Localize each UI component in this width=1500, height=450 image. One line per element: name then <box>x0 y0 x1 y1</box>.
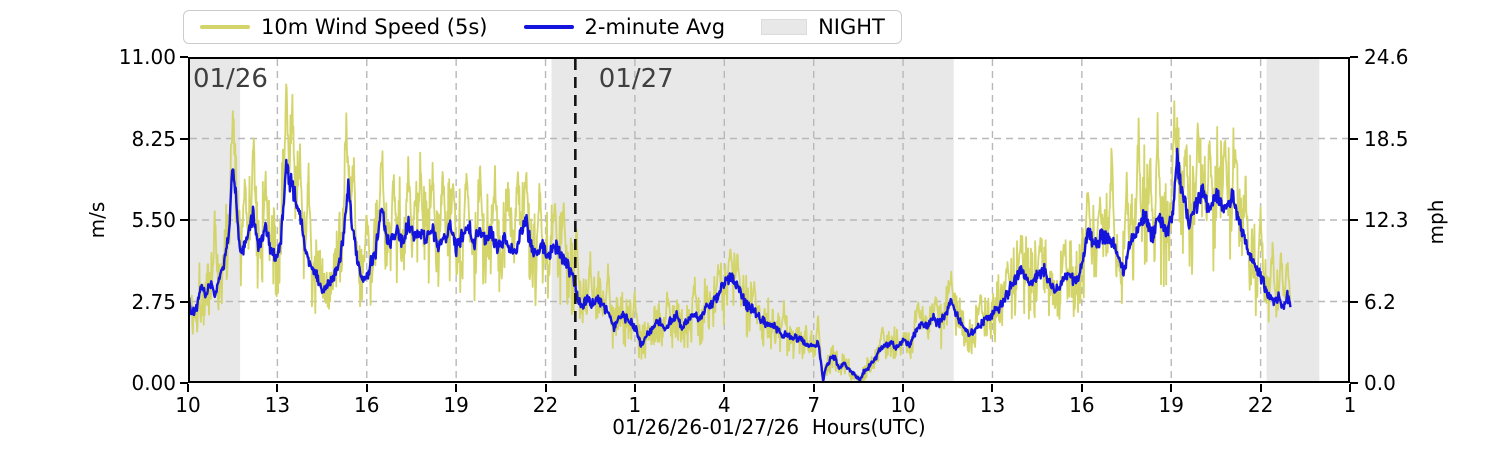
plot-border <box>188 57 1350 383</box>
y-tick-label-right: 0.0 <box>1364 371 1396 395</box>
x-tick-mark <box>1170 384 1173 392</box>
x-tick-mark <box>187 384 189 392</box>
night-patch-swatch <box>761 19 808 35</box>
x-tick-label: 1 <box>1343 393 1357 417</box>
x-tick-label: 16 <box>354 393 380 417</box>
y-tick-mark-right <box>1350 137 1358 140</box>
legend-label-wind-5s: 10m Wind Speed (5s) <box>261 14 488 39</box>
y-tick-label-left: 5.50 <box>131 208 176 232</box>
x-tick-mark <box>455 384 458 392</box>
x-tick-mark <box>1259 384 1262 392</box>
x-tick-label: 10 <box>175 393 201 417</box>
y-tick-label-right: 12.3 <box>1364 208 1409 232</box>
plot-area: 01/26 01/27 <box>188 57 1350 383</box>
legend-item-wind-5s: 10m Wind Speed (5s) <box>200 14 488 39</box>
x-tick-label: 4 <box>717 393 731 417</box>
y-tick-label-left: 2.75 <box>131 289 176 314</box>
y-tick-label-right: 18.5 <box>1364 126 1409 151</box>
x-tick-label: 7 <box>807 393 821 417</box>
x-tick-mark <box>723 384 726 392</box>
y-tick-mark-right <box>1350 219 1358 221</box>
x-tick-label: 19 <box>443 393 469 417</box>
y-tick-label-right: 6.2 <box>1364 289 1396 314</box>
legend: 10m Wind Speed (5s) 2-minute Avg NIGHT <box>183 10 902 44</box>
x-tick-label: 22 <box>1247 393 1274 417</box>
x-tick-mark <box>1349 384 1351 392</box>
y-tick-label-left: 8.25 <box>131 126 176 151</box>
avg-line-swatch <box>523 25 574 29</box>
y-tick-label-right: 24.6 <box>1364 45 1409 69</box>
y-tick-label-left: 11.00 <box>118 45 176 69</box>
x-tick-label: 13 <box>264 393 291 417</box>
y-tick-mark-left <box>180 382 188 384</box>
x-tick-mark <box>902 384 905 392</box>
chart-canvas <box>188 57 1350 383</box>
legend-item-2min-avg: 2-minute Avg <box>523 14 726 39</box>
y-tick-mark-right <box>1350 300 1358 303</box>
y-tick-mark-left <box>180 137 188 140</box>
y-axis-label-right: mph <box>1424 199 1448 245</box>
x-tick-label: 22 <box>532 393 559 417</box>
y-tick-mark-left <box>180 300 188 303</box>
legend-label-2min-avg: 2-minute Avg <box>584 14 726 39</box>
x-tick-mark <box>633 384 636 392</box>
x-tick-mark <box>365 384 368 392</box>
x-tick-mark <box>1080 384 1083 392</box>
x-tick-label: 13 <box>979 393 1006 417</box>
x-tick-mark <box>991 384 994 392</box>
wind-speed-5s-line <box>188 83 1292 383</box>
x-tick-mark <box>812 384 815 392</box>
legend-label-night: NIGHT <box>818 14 885 39</box>
y-tick-mark-right <box>1350 382 1358 384</box>
x-tick-label: 10 <box>890 393 916 417</box>
y-tick-label-left: 0.00 <box>131 371 176 395</box>
x-axis-label: 01/26/26-01/27/26 Hours(UTC) <box>612 415 926 439</box>
y-tick-mark-left <box>180 219 188 221</box>
two-minute-avg-line <box>188 147 1292 383</box>
x-tick-mark <box>544 384 547 392</box>
y-tick-mark-right <box>1350 56 1358 58</box>
y-tick-mark-left <box>180 56 188 58</box>
wind-5s-line-swatch <box>200 25 250 29</box>
legend-item-night: NIGHT <box>761 14 885 39</box>
x-tick-label: 19 <box>1158 393 1184 417</box>
x-tick-label: 1 <box>628 393 642 417</box>
x-tick-label: 16 <box>1069 393 1095 417</box>
x-tick-mark <box>276 384 279 392</box>
